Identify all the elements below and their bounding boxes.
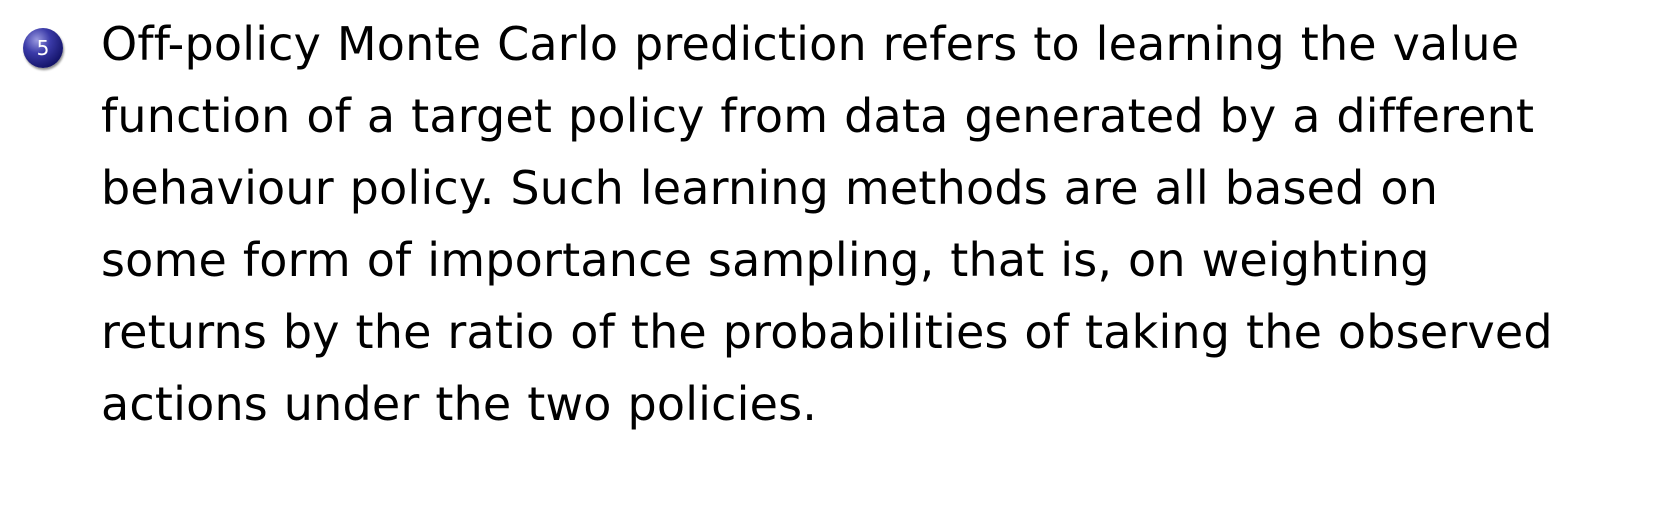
text-line-4: some form of importance sampling, that i… xyxy=(101,233,1430,287)
text-line-1: Off-policy Monte Carlo prediction refers… xyxy=(101,17,1520,71)
item-text: Off-policy Monte Carlo prediction refers… xyxy=(101,8,1661,440)
text-line-5: returns by the ratio of the probabilitie… xyxy=(101,305,1553,359)
text-line-2: function of a target policy from data ge… xyxy=(101,89,1535,143)
text-line-3: behaviour policy. Such learning methods … xyxy=(101,161,1439,215)
text-line-6: actions under the two policies. xyxy=(101,377,818,431)
item-number-bullet: 5 xyxy=(23,28,63,68)
